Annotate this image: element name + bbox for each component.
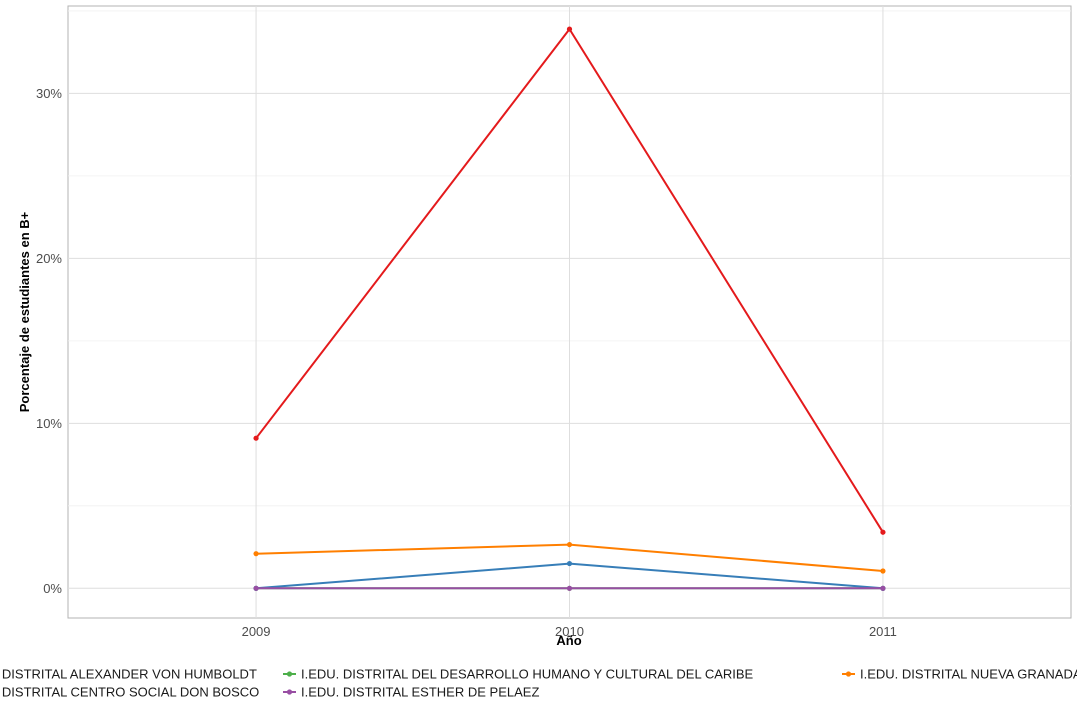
- series-lines: [253, 26, 886, 591]
- grid: [68, 6, 1071, 618]
- legend-label: I.EDU. DISTRITAL ESTHER DE PELAEZ: [301, 685, 539, 700]
- legend-label: I.EDU. DISTRITAL CENTRO SOCIAL DON BOSCO: [0, 685, 259, 700]
- legend-label: I.EDU. DISTRITAL NUEVA GRANADA: [860, 667, 1077, 682]
- data-point: [566, 560, 573, 567]
- y-tick-label: 20%: [36, 251, 62, 266]
- data-point: [880, 585, 886, 591]
- y-tick-label: 10%: [36, 416, 62, 431]
- legend: I.EDU. DISTRITAL ALEXANDER VON HUMBOLDT I…: [0, 667, 1077, 700]
- x-axis-title: Año: [556, 633, 581, 648]
- data-point: [253, 585, 259, 591]
- data-point: [566, 585, 573, 591]
- x-tick-label: 2009: [242, 624, 271, 639]
- y-axis-ticks: 0% 10% 20% 30%: [36, 86, 62, 596]
- data-point: [253, 551, 259, 557]
- legend-key-point: [286, 671, 293, 677]
- legend-key-point: [286, 689, 293, 695]
- legend-label: I.EDU. DISTRITAL DEL DESARROLLO HUMANO Y…: [301, 667, 754, 682]
- data-point: [880, 568, 886, 574]
- x-tick-label: 2011: [869, 624, 897, 639]
- data-point: [880, 529, 886, 535]
- legend-label: I.EDU. DISTRITAL ALEXANDER VON HUMBOLDT: [0, 667, 257, 682]
- x-axis-ticks: 2009 2010 2011: [242, 624, 897, 639]
- x-tick-label: 2010: [555, 624, 584, 639]
- data-point: [253, 435, 259, 441]
- y-tick-label: 30%: [36, 86, 62, 101]
- legend-key-point: [845, 671, 852, 677]
- y-tick-label: 0%: [43, 581, 62, 596]
- data-point: [566, 26, 573, 32]
- y-axis-title: Porcentaje de estudiantes en B+: [17, 211, 32, 412]
- data-point: [566, 541, 573, 548]
